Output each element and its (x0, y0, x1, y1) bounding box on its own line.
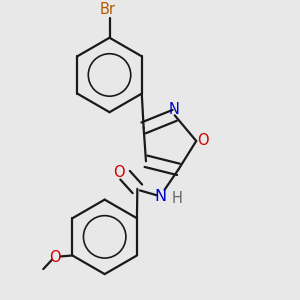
Text: N: N (154, 189, 167, 204)
Text: H: H (172, 191, 183, 206)
Text: O: O (49, 250, 60, 265)
Text: O: O (197, 133, 209, 148)
Text: O: O (113, 165, 125, 180)
Text: Br: Br (100, 2, 116, 17)
Text: N: N (169, 102, 179, 117)
